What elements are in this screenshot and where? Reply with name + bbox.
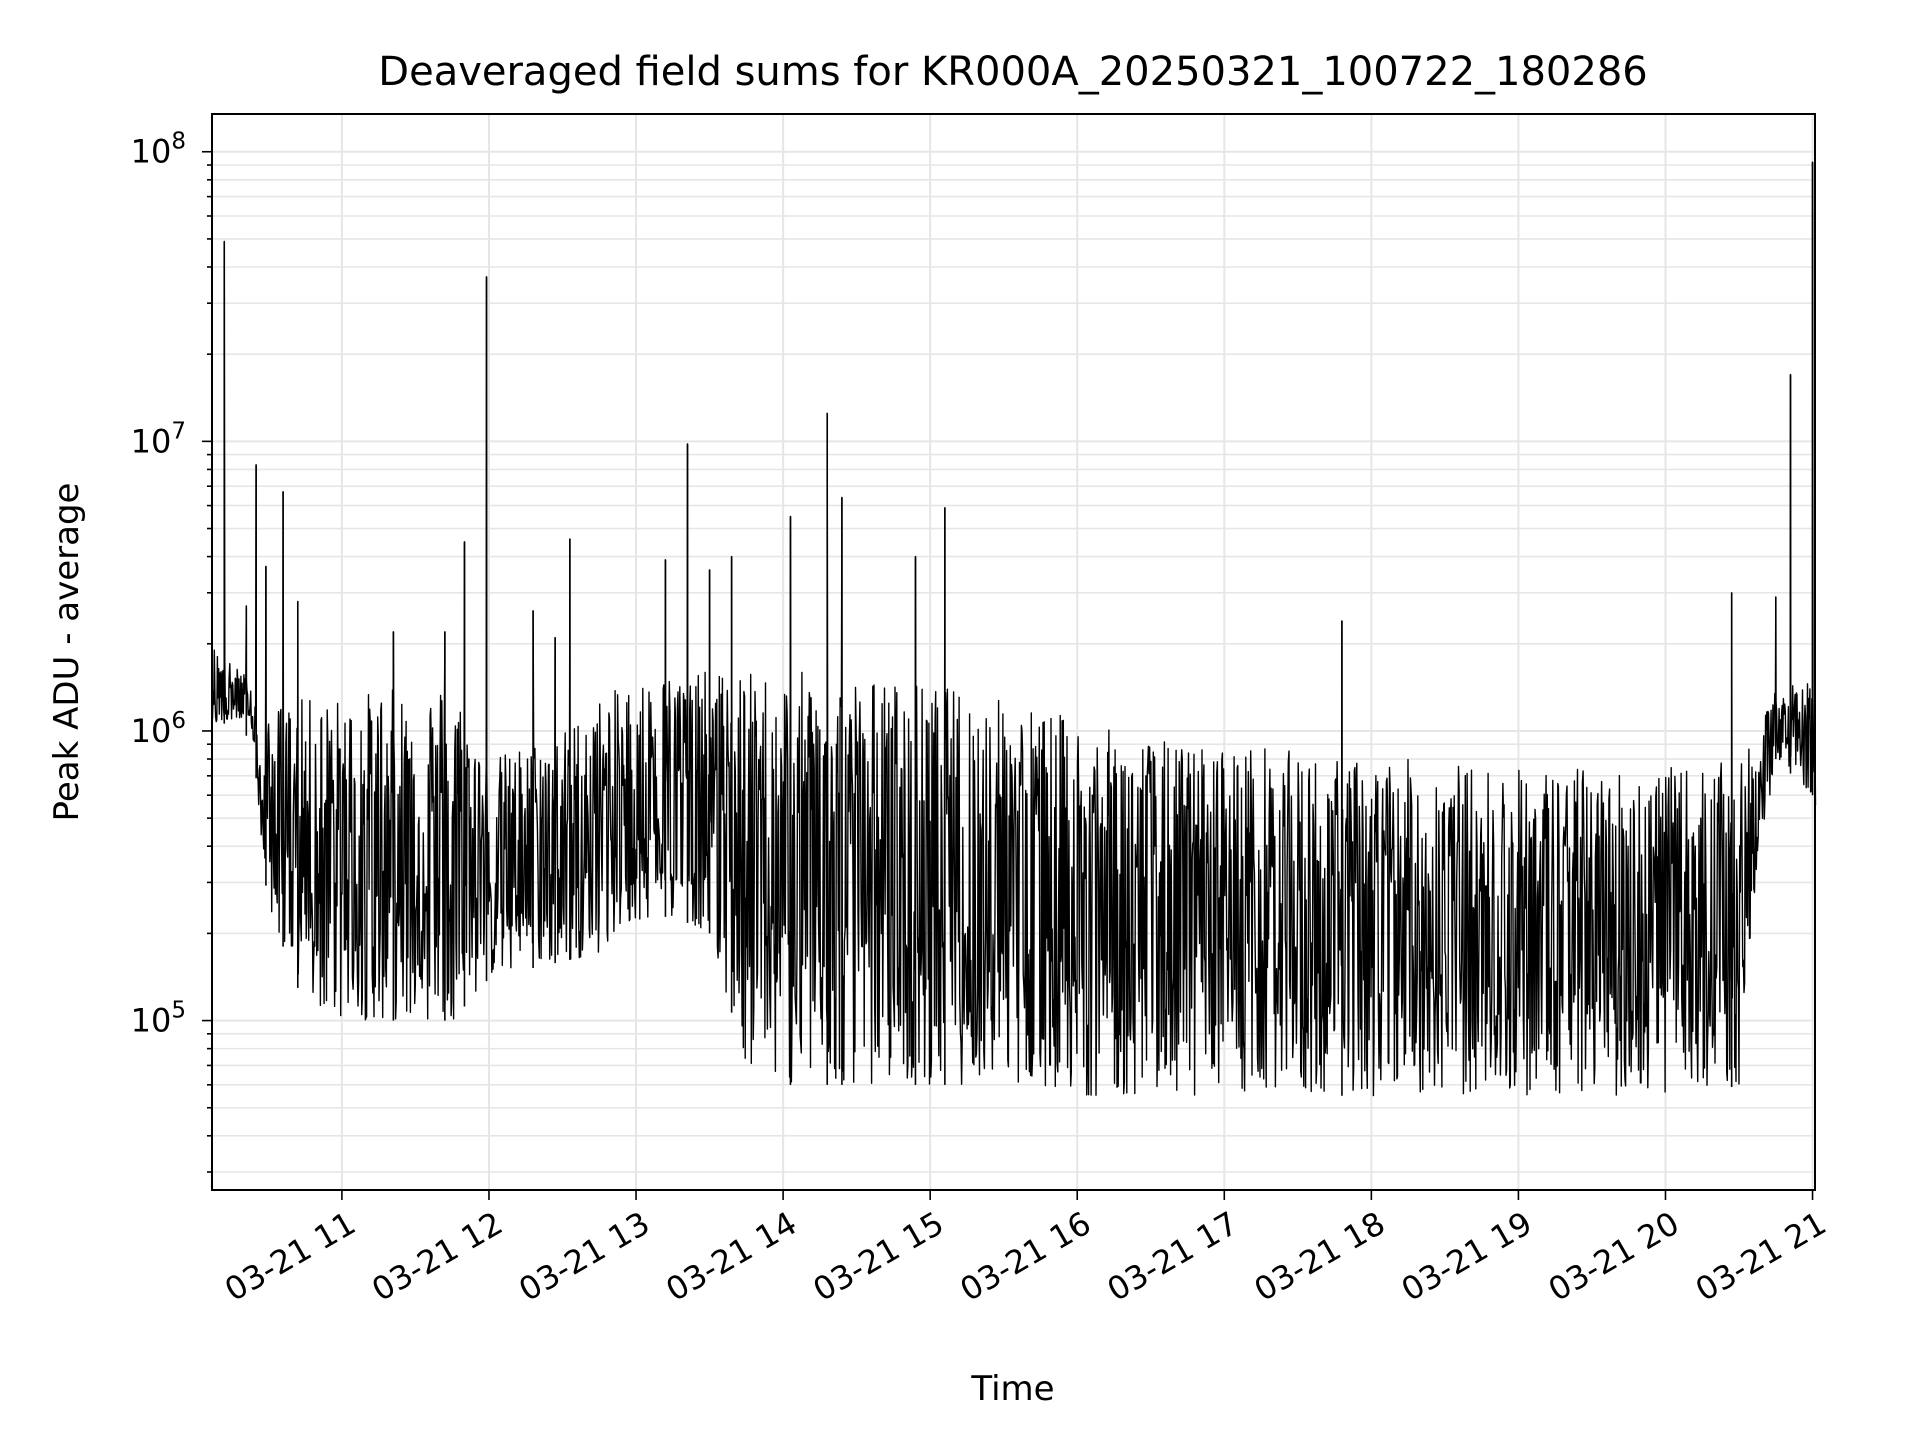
series-line	[211, 161, 1817, 1097]
plot-frame	[211, 113, 1816, 1191]
y-tick-label: 106	[131, 708, 186, 750]
y-axis-label: Peak ADU - average	[47, 483, 87, 822]
chart-title: Deaveraged field sums for KR000A_2025032…	[378, 49, 1647, 95]
y-tick-label: 105	[131, 998, 186, 1040]
x-axis-label: Time	[970, 1369, 1054, 1409]
data-series	[211, 161, 1817, 1097]
y-tick-label: 107	[131, 418, 186, 460]
y-tick-label: 108	[131, 129, 186, 171]
